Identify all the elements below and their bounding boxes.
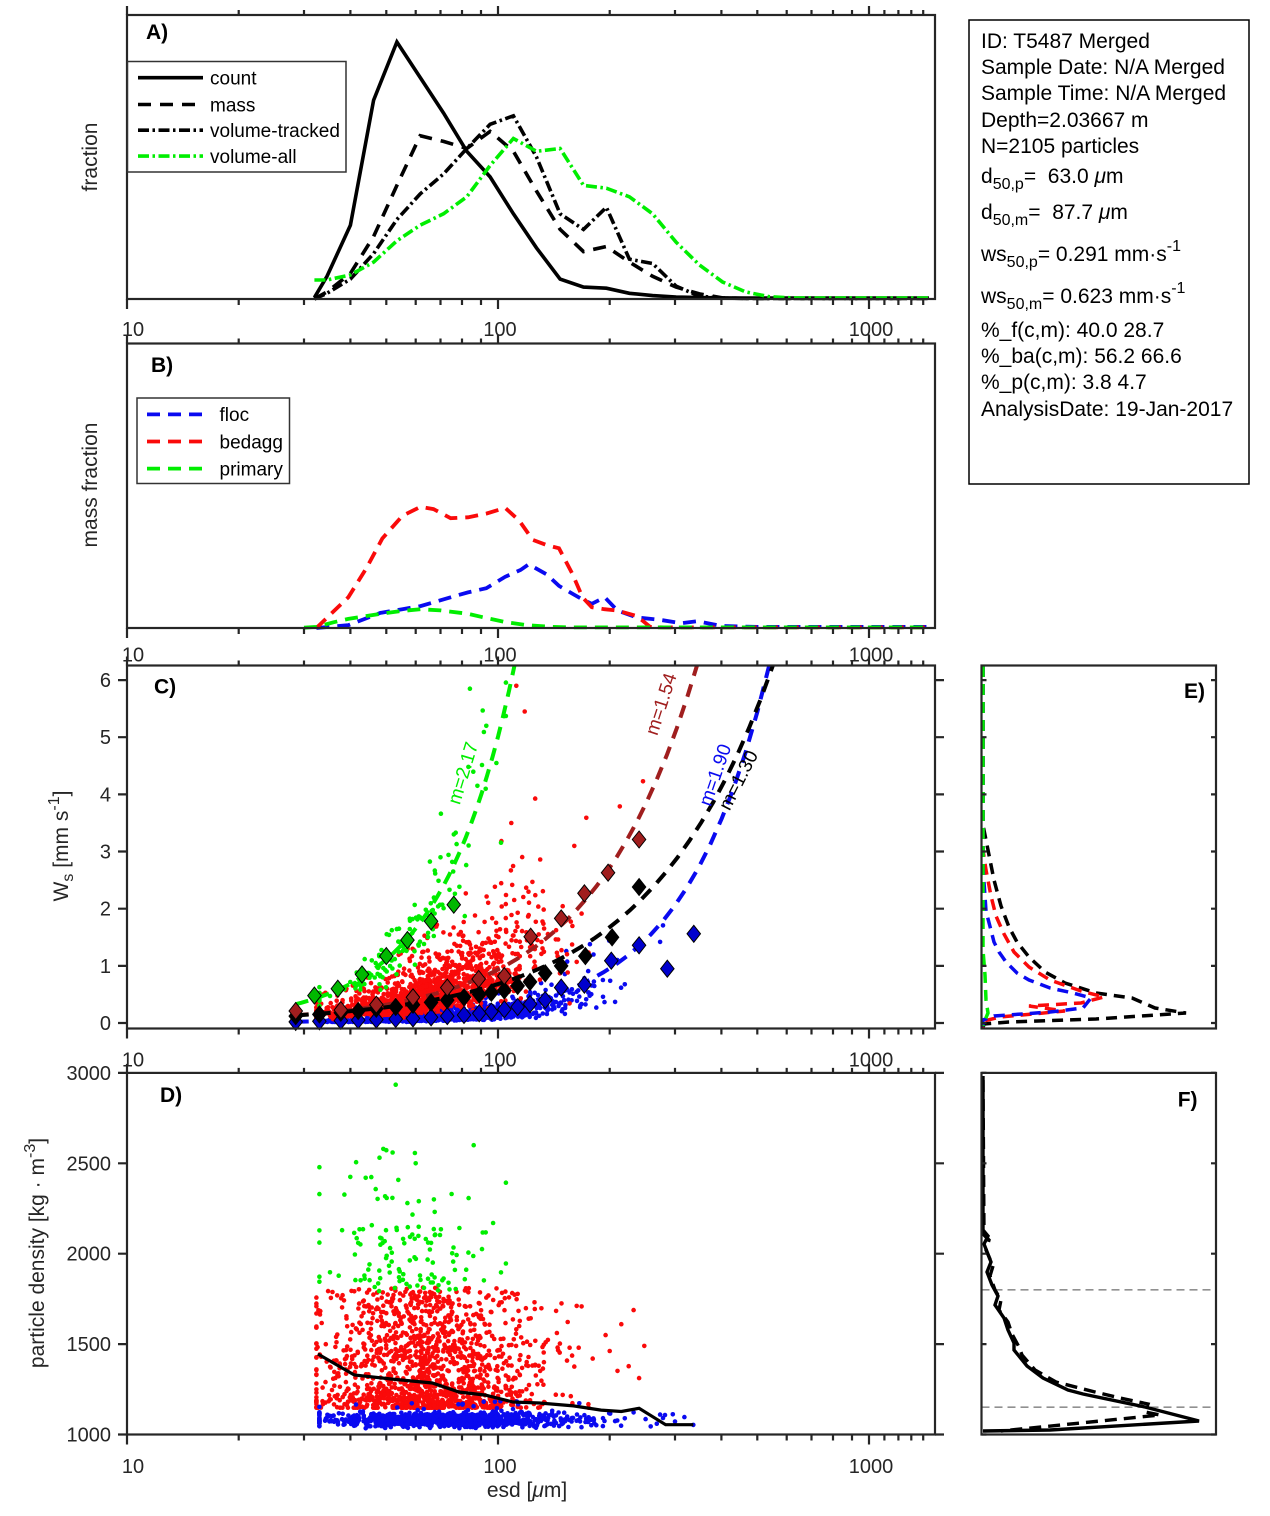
- svg-text:volume-tracked: volume-tracked: [210, 121, 340, 142]
- svg-text:mass: mass: [210, 95, 255, 116]
- svg-text:primary: primary: [220, 459, 284, 480]
- svg-text:volume-all: volume-all: [210, 147, 297, 168]
- svg-text:count: count: [210, 69, 257, 90]
- svg-text:floc: floc: [220, 405, 250, 426]
- svg-text:bedagg: bedagg: [220, 432, 283, 453]
